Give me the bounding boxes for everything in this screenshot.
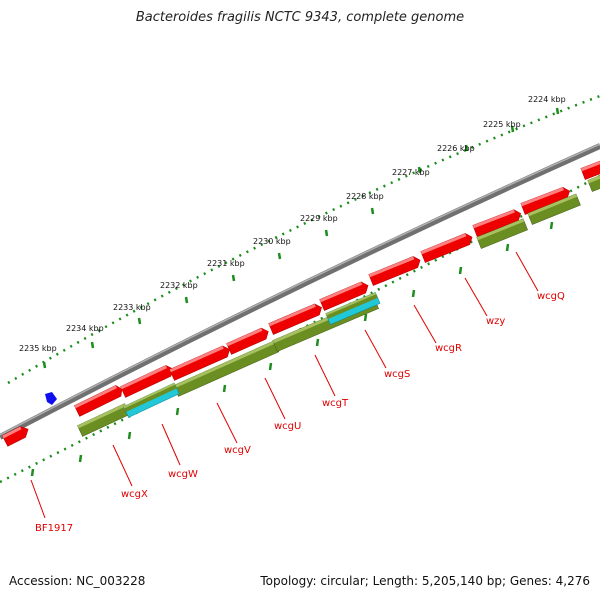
outer-major-ticks [42, 107, 560, 369]
gene-labels: wcgQ wzy wcgR wcgS wcgT wcgU wcgV wcgW w… [35, 291, 565, 534]
gene-reverse-b [587, 172, 600, 192]
gene-label-wcgt: wcgT [322, 398, 349, 409]
gene-label-wcgx: wcgX [121, 489, 148, 500]
gene-bf1917 [1, 426, 29, 447]
gene-label-wcgs: wcgS [384, 369, 410, 380]
gene-label-bf1917: BF1917 [35, 523, 73, 534]
blue-arrow-marker-icon [45, 392, 57, 405]
gene-reverse-a [527, 193, 581, 225]
genome-backbone-highlight [0, 143, 600, 436]
gene-wcgu-forward [226, 327, 269, 355]
gene-label-wzy: wzy [486, 316, 505, 327]
cyan-feature-wcgs [325, 292, 381, 325]
gene-label-wcgr: wcgR [435, 343, 462, 354]
scale-label: 2224 kbp [528, 95, 566, 104]
scale-label: 2233 kbp [113, 303, 151, 312]
gene-wzy-forward [420, 233, 473, 263]
gene-forward-b [580, 157, 600, 180]
label-leader-lines [30, 251, 539, 519]
gene-wcgt-forward [268, 303, 322, 335]
scale-label: 2234 kbp [66, 324, 104, 333]
gene-wcgq-forward [472, 209, 522, 237]
scale-label: 2227 kbp [392, 168, 430, 177]
gene-wcgs-forward [319, 281, 369, 311]
scale-label: 2232 kbp [160, 281, 198, 290]
gene-wcgx-forward [74, 385, 123, 417]
cyan-feature-wcgw [123, 382, 180, 418]
scale-label: 2235 kbp [19, 344, 57, 353]
gene-forward-a [520, 186, 570, 215]
cyan-features [123, 292, 381, 418]
scale-label: 2231 kbp [207, 259, 245, 268]
gene-label-wcgv: wcgV [224, 445, 251, 456]
gene-wcgv-forward [169, 345, 230, 381]
genome-backbone [0, 143, 600, 440]
gene-wcgr-forward [368, 256, 421, 286]
forward-genes [1, 157, 600, 447]
scale-label: 2229 kbp [300, 214, 338, 223]
scale-label: 2226 kbp [437, 144, 475, 153]
gene-label-wcgw: wcgW [168, 469, 198, 480]
gene-wcgq-reverse [476, 218, 528, 249]
scale-label: 2228 kbp [346, 192, 384, 201]
accession-label: Accession: NC_003228 [9, 574, 146, 588]
topology-label: Topology: circular; Length: 5,205,140 bp… [260, 574, 590, 588]
gene-label-wcgu: wcgU [274, 421, 301, 432]
map-title: Bacteroides fragilis NCTC 9343, complete… [135, 10, 465, 25]
inner-major-ticks [30, 221, 554, 477]
scale-label: 2225 kbp [483, 120, 521, 129]
gene-label-wcgq: wcgQ [537, 291, 565, 302]
scale-label: 2230 kbp [253, 237, 291, 246]
scale-labels: 2224 kbp 2225 kbp 2226 kbp 2227 kbp 2228… [19, 95, 566, 353]
